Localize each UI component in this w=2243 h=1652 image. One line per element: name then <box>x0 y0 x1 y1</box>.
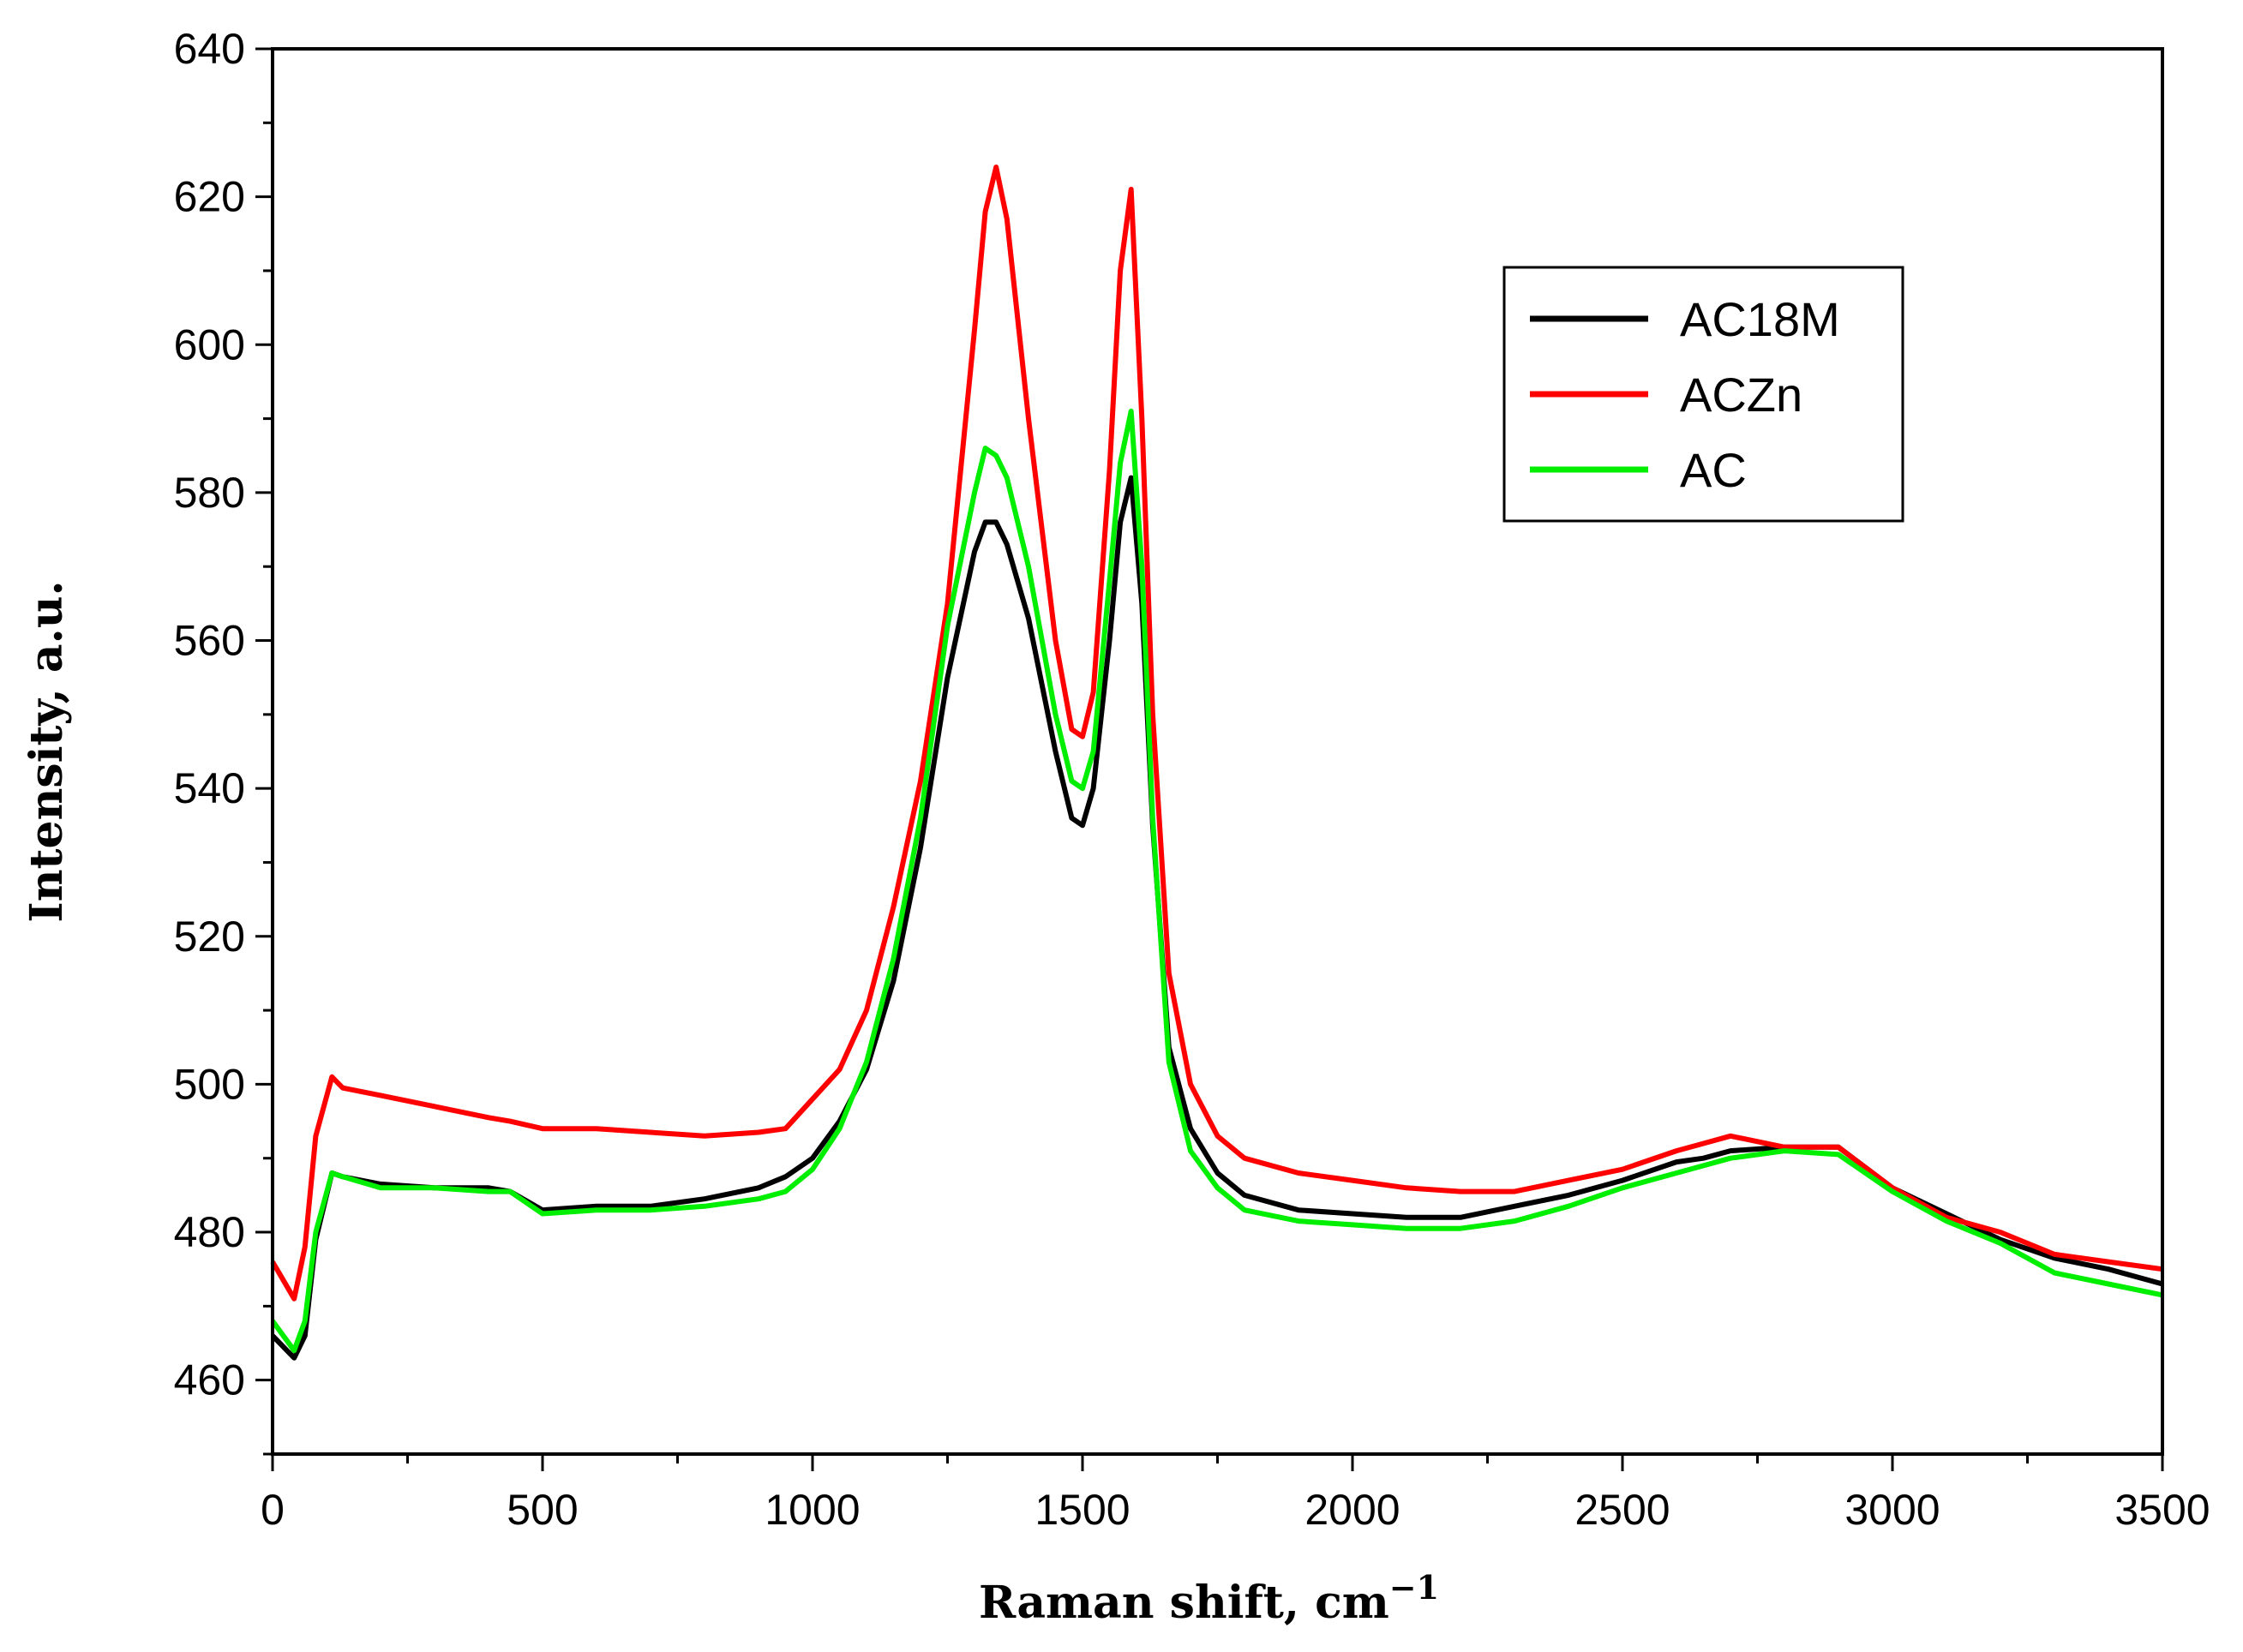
y-tick-label: 600 <box>174 320 245 368</box>
series-line-ac18m <box>270 475 2163 1361</box>
legend-items: AC18M ACZn AC <box>1530 292 1840 497</box>
y-tick-label: 500 <box>174 1060 245 1108</box>
legend-label-ac: AC <box>1680 443 1747 497</box>
y-tick-label: 580 <box>174 469 245 517</box>
legend-label-aczn: ACZn <box>1680 368 1802 422</box>
y-tick-label: 560 <box>174 617 245 665</box>
y-tick-label: 480 <box>174 1208 245 1256</box>
x-tick-label: 500 <box>507 1486 578 1534</box>
x-tick-label: 3500 <box>2114 1486 2210 1534</box>
axes: 0 500 1000 1500 2000 2500 3000 3500 460 480 500 520… <box>174 25 2210 1534</box>
legend: AC18M ACZn AC <box>1502 266 1904 523</box>
plot-frame <box>271 47 2164 1456</box>
series-line-ac <box>270 408 2163 1354</box>
y-axis-title: Intensity, a.u. <box>21 580 73 922</box>
legend-label-ac18m: AC18M <box>1680 292 1840 346</box>
plot-area <box>270 165 2163 1361</box>
y-tick-label: 540 <box>174 764 245 812</box>
y-tick-label: 460 <box>174 1356 245 1404</box>
series-line-aczn <box>270 165 2163 1302</box>
x-axis-title: Raman shift, cm−1 <box>979 1568 1439 1629</box>
y-tick-label: 620 <box>174 173 245 221</box>
x-tick-label: 1000 <box>765 1486 860 1534</box>
x-axis-title-main: Raman shift, cm <box>979 1577 1389 1629</box>
x-tick-label: 2500 <box>1574 1486 1670 1534</box>
x-tick-label: 0 <box>261 1486 285 1534</box>
x-tick-label: 3000 <box>1844 1486 1940 1534</box>
y-tick-label: 520 <box>174 913 245 961</box>
y-tick-label: 640 <box>174 25 245 73</box>
x-axis-title-superscript: −1 <box>1389 1568 1439 1607</box>
x-tick-label: 1500 <box>1035 1486 1130 1534</box>
x-tick-label: 2000 <box>1304 1486 1400 1534</box>
